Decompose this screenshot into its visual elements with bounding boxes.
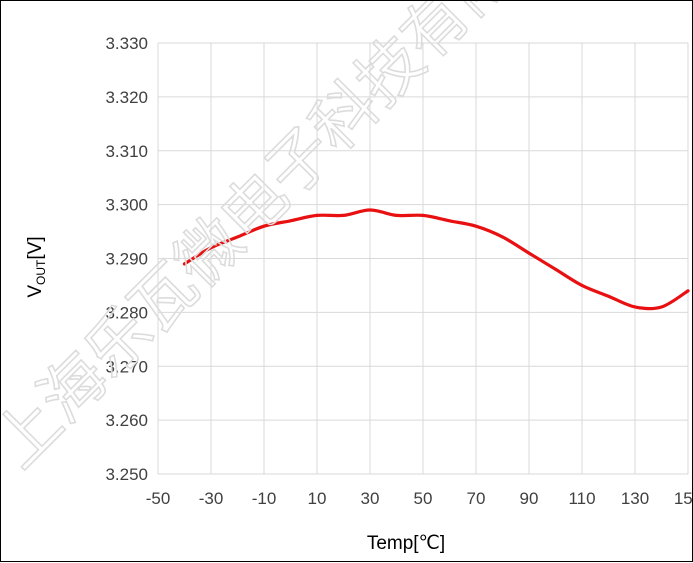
data-point — [633, 305, 637, 309]
y-tick-label: 3.280 — [105, 303, 148, 322]
data-point — [474, 224, 478, 228]
y-axis-title-suffix: [V] — [25, 236, 46, 259]
data-point — [395, 213, 398, 217]
x-axis-ticks: -50 -30 -10 10 30 50 70 90 110 130 150 — [146, 489, 693, 508]
y-axis-ticks: 3.250 3.260 3.270 3.280 3.290 3.300 3.310 3.320… — [105, 34, 148, 484]
x-tick-label: 90 — [520, 489, 539, 508]
x-axis-title: Temp[℃] — [367, 533, 445, 554]
data-point — [448, 219, 451, 223]
data-point — [421, 213, 425, 217]
series-line — [182, 208, 690, 311]
x-tick-label: 70 — [467, 489, 486, 508]
data-point — [315, 213, 319, 217]
x-tick-label: -50 — [146, 489, 171, 508]
x-tick-label: 110 — [568, 489, 595, 508]
data-point — [209, 246, 213, 250]
data-point — [236, 235, 239, 239]
data-point — [501, 235, 504, 239]
x-tick-label: 10 — [308, 489, 327, 508]
series-layer — [182, 208, 690, 311]
y-axis-title-main: V — [25, 285, 46, 298]
data-point — [607, 294, 610, 298]
data-point — [580, 283, 584, 287]
y-tick-label: 3.300 — [105, 196, 148, 215]
y-tick-label: 3.290 — [105, 250, 148, 269]
y-tick-label: 3.250 — [105, 465, 148, 484]
y-axis-title-subscript: OUT — [34, 259, 48, 285]
data-point — [368, 208, 372, 212]
data-point — [554, 267, 557, 271]
y-tick-label: 3.270 — [105, 357, 148, 376]
x-tick-label: -30 — [199, 489, 224, 508]
y-tick-label: 3.310 — [105, 142, 148, 161]
data-point — [262, 224, 266, 228]
data-point — [289, 219, 292, 223]
data-point — [183, 262, 186, 266]
y-tick-label: 3.260 — [105, 411, 148, 430]
watermark: 上海乐瓦微电子科技有限 — [1, 1, 530, 482]
data-point — [686, 289, 690, 293]
y-tick-label: 3.320 — [105, 88, 148, 107]
data-point — [527, 251, 531, 255]
x-tick-label: 150 — [674, 489, 693, 508]
y-tick-label: 3.330 — [105, 34, 148, 53]
x-tick-label: 130 — [621, 489, 649, 508]
data-point — [660, 305, 663, 309]
x-tick-label: -10 — [252, 489, 277, 508]
y-axis-title: VOUT[V] — [25, 236, 48, 297]
data-point — [342, 213, 345, 217]
grid — [157, 42, 689, 475]
x-tick-label: 30 — [361, 489, 380, 508]
x-tick-label: 50 — [414, 489, 433, 508]
